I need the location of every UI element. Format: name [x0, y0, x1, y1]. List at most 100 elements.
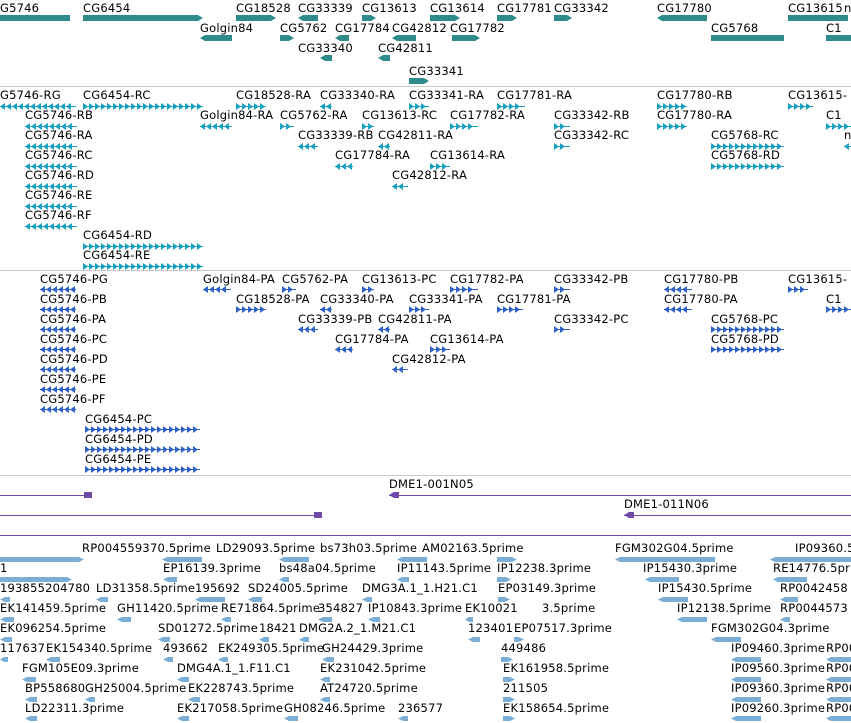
est-label[interactable]: AM02163.5prime: [422, 541, 524, 555]
est-label[interactable]: SD24005.5prime: [248, 581, 349, 595]
transcript-label[interactable]: C1: [826, 108, 842, 122]
transcript-glyph[interactable]: [25, 183, 77, 190]
gene-glyph[interactable]: [236, 15, 276, 21]
gene-label[interactable]: CG13613: [362, 1, 417, 15]
est-glyph[interactable]: [397, 557, 427, 562]
gene-label[interactable]: G5746: [0, 1, 40, 15]
est-glyph[interactable]: [615, 557, 715, 562]
est-label[interactable]: BP558680: [25, 681, 86, 695]
protein-glyph[interactable]: [664, 306, 692, 313]
est-glyph[interactable]: [826, 697, 851, 702]
gene-glyph[interactable]: [298, 15, 318, 21]
est-label[interactable]: FGM302G04.5prime: [615, 541, 734, 555]
protein-glyph[interactable]: [85, 446, 200, 453]
est-glyph[interactable]: [0, 657, 8, 662]
protein-glyph[interactable]: [378, 326, 390, 333]
gene-glyph[interactable]: [335, 35, 349, 41]
transcript-glyph[interactable]: [362, 123, 374, 130]
transcript-glyph[interactable]: [83, 103, 203, 110]
transcript-label[interactable]: CG5746-RF: [25, 208, 92, 222]
protein-label[interactable]: CG33342-PC: [554, 312, 629, 326]
transcript-glyph[interactable]: [711, 163, 784, 170]
protein-glyph[interactable]: [40, 286, 76, 293]
est-glyph[interactable]: [0, 637, 12, 642]
est-glyph[interactable]: [22, 677, 36, 682]
gene-glyph[interactable]: [320, 55, 332, 61]
protein-label[interactable]: CG17780-PB: [664, 272, 739, 286]
est-label[interactable]: RP00: [826, 641, 851, 655]
est-glyph[interactable]: [780, 597, 798, 602]
est-label[interactable]: 193855204780: [0, 581, 91, 595]
protein-glyph[interactable]: [298, 326, 318, 333]
est-label[interactable]: EK10021: [465, 601, 518, 615]
est-label[interactable]: 195692: [195, 581, 241, 595]
est-glyph[interactable]: [731, 716, 761, 721]
protein-label[interactable]: CG17780-PA: [664, 292, 738, 306]
est-glyph[interactable]: [195, 597, 225, 602]
transcript-label[interactable]: CG13614-RA: [430, 148, 506, 162]
transcript-label[interactable]: CG17784-RA: [335, 148, 411, 162]
est-label[interactable]: EK096254.5prime: [0, 621, 107, 635]
protein-label[interactable]: CG5768-PD: [711, 332, 779, 346]
est-glyph[interactable]: [320, 697, 330, 702]
gene-label[interactable]: Golgin84: [200, 21, 254, 35]
transcript-glyph[interactable]: [320, 103, 332, 110]
est-glyph[interactable]: [645, 577, 679, 582]
protein-glyph[interactable]: [664, 286, 692, 293]
transcript-glyph[interactable]: [200, 123, 232, 130]
protein-glyph[interactable]: [85, 426, 200, 433]
transcript-label[interactable]: CG13615-: [788, 88, 848, 102]
est-glyph[interactable]: [826, 677, 851, 682]
est-label[interactable]: IP09360.5: [795, 541, 851, 555]
transcript-label[interactable]: CG13613-RC: [362, 108, 438, 122]
est-label[interactable]: 3.5prime: [542, 601, 596, 615]
est-glyph[interactable]: [773, 577, 807, 582]
est-label[interactable]: AT24720.5prime: [320, 681, 418, 695]
est-glyph[interactable]: [163, 577, 177, 582]
est-glyph[interactable]: [299, 637, 309, 642]
est-glyph[interactable]: [497, 577, 511, 582]
transcript-glyph[interactable]: [25, 223, 77, 230]
protein-label[interactable]: CG5768-PC: [711, 312, 779, 326]
protein-label[interactable]: CG42812-PA: [392, 352, 466, 366]
est-glyph[interactable]: [780, 617, 790, 622]
est-glyph[interactable]: [0, 617, 14, 622]
est-label[interactable]: RP00: [826, 681, 851, 695]
est-label[interactable]: EK217058.5prime: [177, 701, 284, 715]
transcript-glyph[interactable]: [409, 103, 429, 110]
transcript-label[interactable]: CG33340-RA: [320, 88, 396, 102]
est-label[interactable]: IP15430.3prime: [643, 561, 738, 575]
transcript-glyph[interactable]: [657, 123, 687, 130]
est-label[interactable]: EK249305.5prime: [218, 641, 325, 655]
est-label[interactable]: RP00: [826, 701, 851, 715]
est-label[interactable]: RP00: [826, 661, 851, 675]
est-label[interactable]: EP16139.3prime: [163, 561, 262, 575]
gene-label[interactable]: C1: [826, 21, 842, 35]
clone-label[interactable]: DME1-011N06: [624, 497, 709, 511]
est-glyph[interactable]: [770, 557, 851, 562]
gene-label[interactable]: CG33342: [554, 1, 609, 15]
est-label[interactable]: RP0044573: [780, 601, 848, 615]
est-glyph[interactable]: [711, 637, 741, 642]
protein-glyph[interactable]: [362, 286, 374, 293]
est-label[interactable]: GH24429.3prime: [322, 641, 424, 655]
gene-glyph[interactable]: [788, 15, 848, 21]
transcript-glyph[interactable]: [25, 163, 77, 170]
clone-line[interactable]: [0, 535, 851, 536]
gene-glyph[interactable]: [409, 78, 429, 84]
est-glyph[interactable]: [498, 597, 510, 602]
est-label[interactable]: 354827: [318, 601, 364, 615]
protein-glyph[interactable]: [409, 306, 429, 313]
est-glyph[interactable]: [731, 657, 761, 662]
est-label[interactable]: LD22311.3prime: [25, 701, 125, 715]
protein-glyph[interactable]: [392, 366, 408, 373]
est-glyph[interactable]: [46, 657, 60, 662]
transcript-label[interactable]: CG5746-RA: [25, 128, 93, 142]
protein-label[interactable]: CG6454-PC: [85, 412, 153, 426]
transcript-glyph[interactable]: [844, 143, 851, 150]
est-glyph[interactable]: [117, 617, 131, 622]
transcript-glyph[interactable]: [298, 143, 318, 150]
transcript-label[interactable]: CG33342-RC: [554, 128, 630, 142]
transcript-label[interactable]: CG42811-RA: [378, 128, 454, 142]
protein-glyph[interactable]: [335, 346, 353, 353]
